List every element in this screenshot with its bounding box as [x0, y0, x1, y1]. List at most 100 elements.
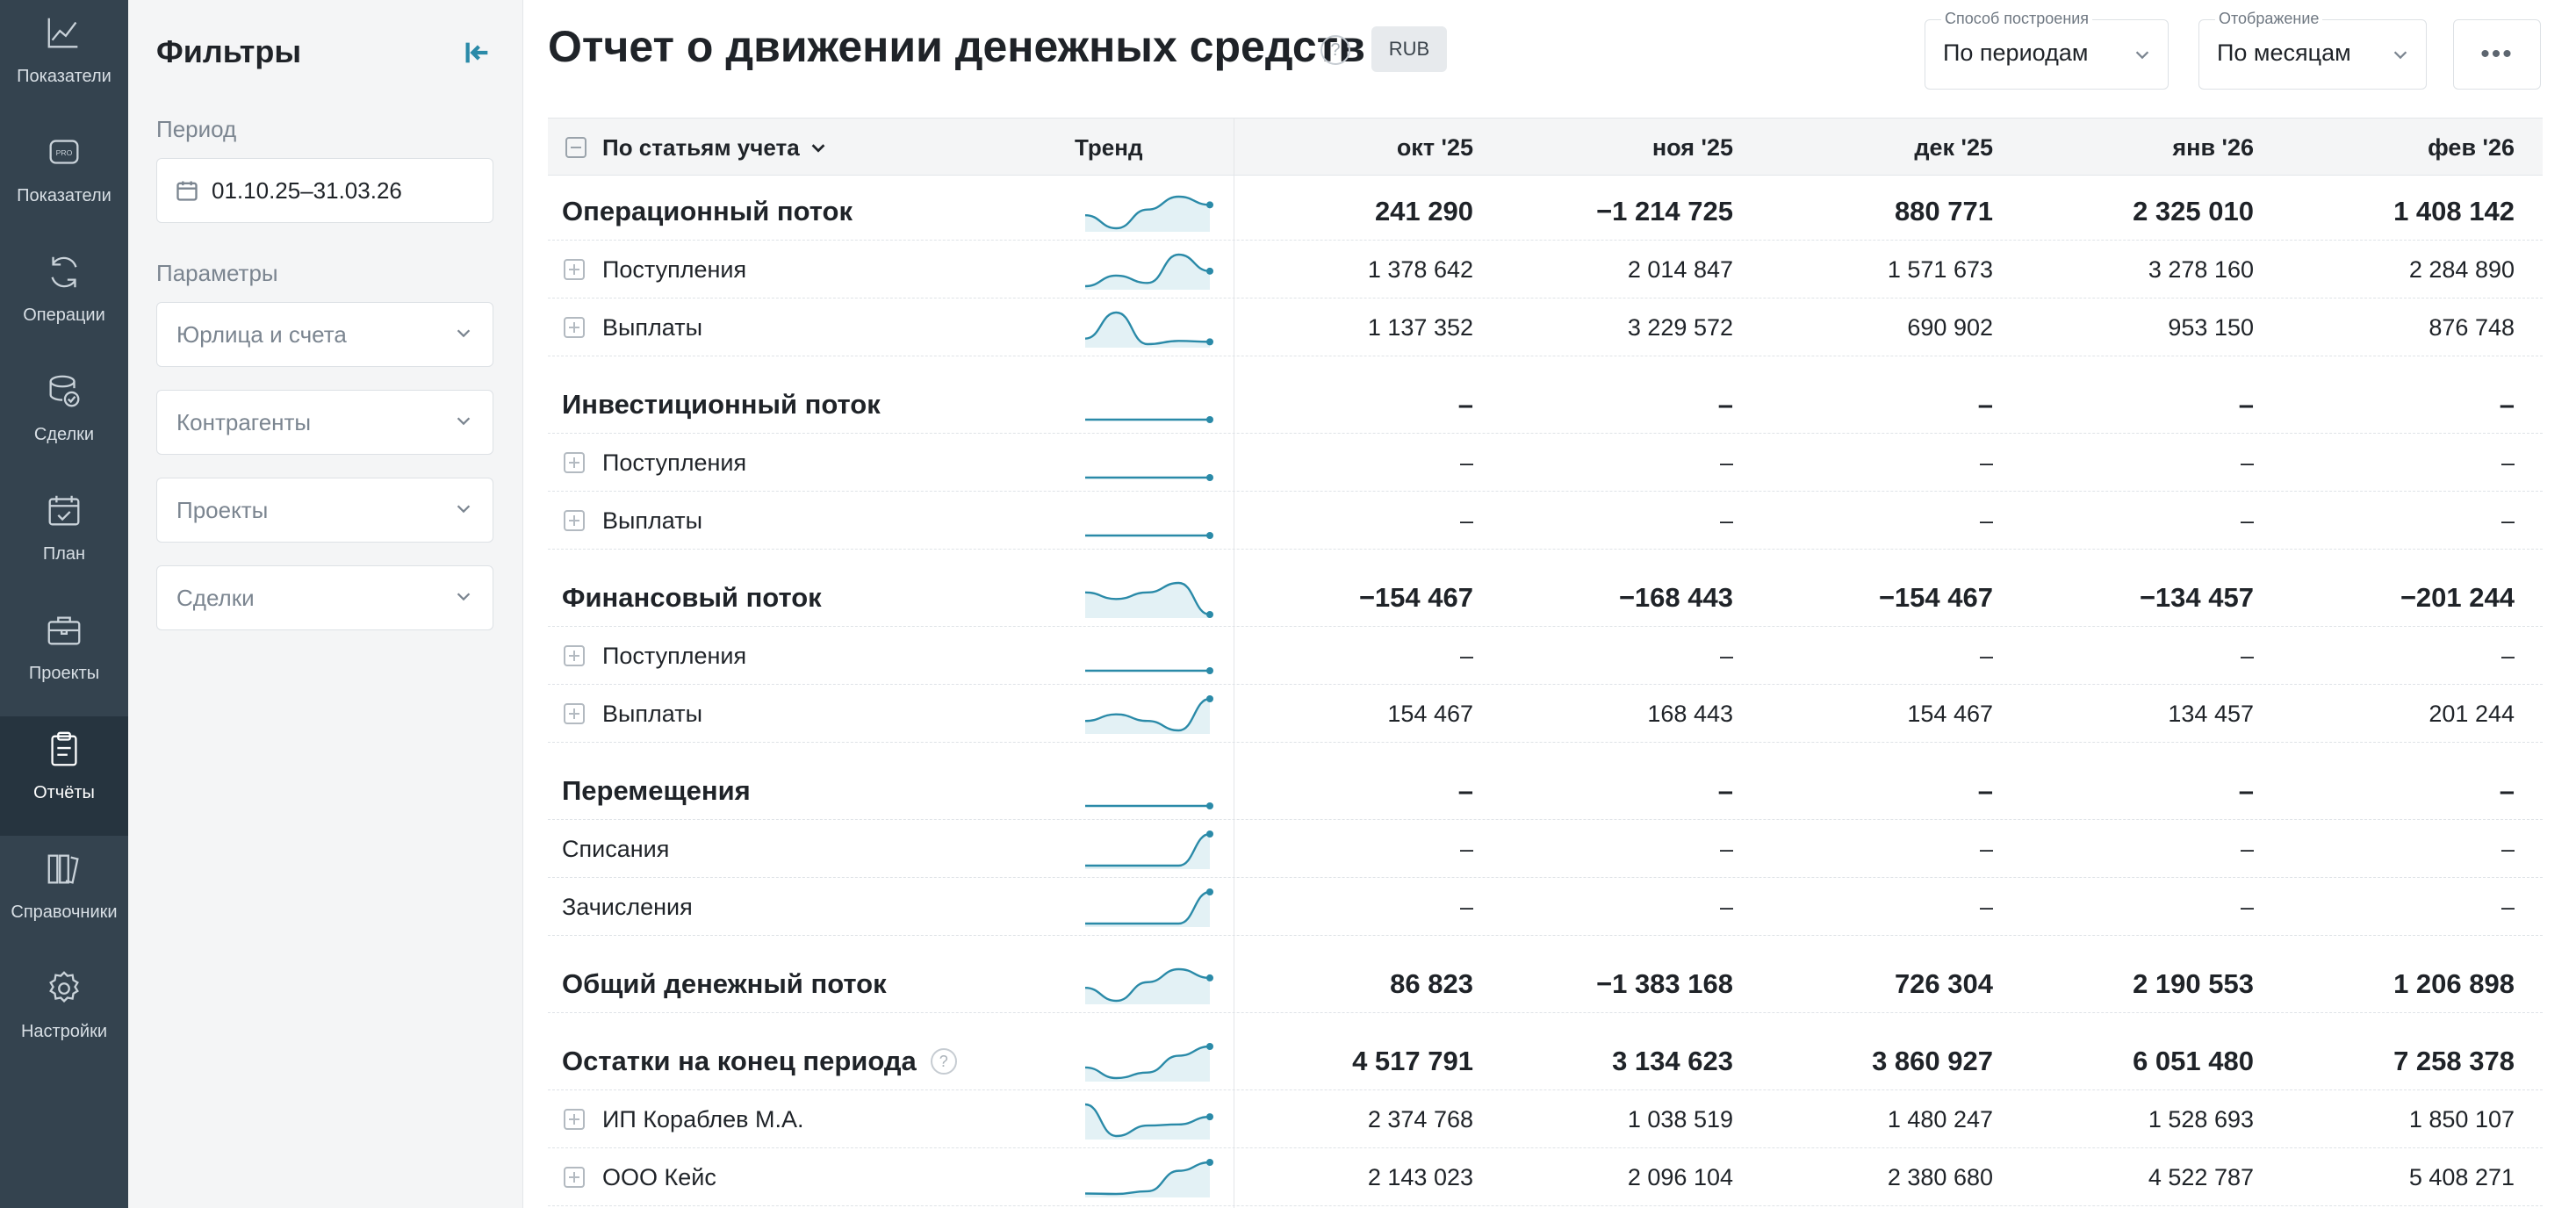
- table-row[interactable]: Выплаты 1 137 352 3 229 572 690 902 953 150 8…: [548, 298, 2543, 356]
- nav-item-2[interactable]: Операции: [0, 239, 128, 358]
- value-cell[interactable]: 3 860 927: [1872, 1046, 1993, 1076]
- table-row[interactable]: ООО Кейс 2 143 023 2 096 104 2 380 680 4 522…: [548, 1148, 2543, 1206]
- filter-select-3[interactable]: Сделки: [156, 565, 493, 630]
- value-cell[interactable]: 1 571 673: [1887, 255, 1993, 283]
- more-options-button[interactable]: •••: [2453, 19, 2541, 90]
- filter-select-2[interactable]: Проекты: [156, 478, 493, 543]
- articles-column-header[interactable]: По статьям учета: [565, 119, 828, 176]
- value-cell[interactable]: –: [1979, 642, 1993, 669]
- value-cell[interactable]: 2 014 847: [1627, 255, 1733, 283]
- value-cell[interactable]: –: [1719, 449, 1733, 476]
- value-cell[interactable]: 241 290: [1374, 196, 1473, 226]
- value-cell[interactable]: 86 823: [1390, 968, 1473, 999]
- table-row[interactable]: Поступления 1 378 642 2 014 847 1 571 673 3 …: [548, 241, 2543, 298]
- value-cell[interactable]: −1 214 725: [1595, 196, 1733, 226]
- value-cell[interactable]: −1 383 168: [1595, 968, 1733, 999]
- value-cell[interactable]: –: [1459, 835, 1473, 862]
- value-cell[interactable]: 3 229 572: [1627, 313, 1733, 341]
- month-column-header[interactable]: дек '25: [1914, 133, 1993, 161]
- month-column-header[interactable]: окт '25: [1396, 133, 1473, 161]
- value-cell[interactable]: 1 038 519: [1627, 1105, 1733, 1132]
- value-cell[interactable]: 5 408 271: [2408, 1163, 2515, 1190]
- expand-row-icon[interactable]: [564, 1109, 585, 1130]
- value-cell[interactable]: –: [2238, 389, 2254, 420]
- value-cell[interactable]: 726 304: [1894, 968, 1993, 999]
- value-cell[interactable]: –: [1457, 775, 1473, 806]
- table-row[interactable]: Перемещения – – – – –: [548, 762, 2543, 820]
- build-method-select[interactable]: Способ построения По периодам: [1925, 10, 2169, 90]
- value-cell[interactable]: –: [1979, 449, 1993, 476]
- value-cell[interactable]: 154 467: [1907, 700, 1993, 727]
- value-cell[interactable]: 2 143 023: [1367, 1163, 1473, 1190]
- nav-item-5[interactable]: Проекты: [0, 597, 128, 716]
- expand-row-icon[interactable]: [564, 510, 585, 531]
- value-cell[interactable]: −168 443: [1618, 582, 1733, 613]
- value-cell[interactable]: 1 137 352: [1367, 313, 1473, 341]
- month-column-header[interactable]: ноя '25: [1651, 133, 1733, 161]
- value-cell[interactable]: 1 850 107: [2408, 1105, 2515, 1132]
- value-cell[interactable]: –: [1719, 893, 1733, 920]
- value-cell[interactable]: –: [1457, 389, 1473, 420]
- value-cell[interactable]: 1 480 247: [1887, 1105, 1993, 1132]
- value-cell[interactable]: −154 467: [1878, 582, 1993, 613]
- nav-item-8[interactable]: Настройки: [0, 955, 128, 1075]
- value-cell[interactable]: 154 467: [1387, 700, 1473, 727]
- collapse-filters-button[interactable]: [460, 35, 495, 70]
- value-cell[interactable]: –: [2500, 642, 2515, 669]
- value-cell[interactable]: –: [1459, 449, 1473, 476]
- nav-item-3[interactable]: Сделки: [0, 358, 128, 478]
- table-row[interactable]: Списания – – – – –: [548, 820, 2543, 878]
- value-cell[interactable]: 3 134 623: [1612, 1046, 1733, 1076]
- value-cell[interactable]: 2 096 104: [1627, 1163, 1733, 1190]
- period-input[interactable]: 01.10.25–31.03.26: [156, 158, 493, 223]
- value-cell[interactable]: –: [2499, 389, 2515, 420]
- value-cell[interactable]: 2 284 890: [2408, 255, 2515, 283]
- value-cell[interactable]: −134 457: [2139, 582, 2254, 613]
- help-icon[interactable]: ?: [1320, 35, 1350, 65]
- value-cell[interactable]: 1 408 142: [2393, 196, 2515, 226]
- table-row[interactable]: Выплаты 154 467 168 443 154 467 134 457 201 2…: [548, 685, 2543, 743]
- value-cell[interactable]: 1 528 693: [2148, 1105, 2254, 1132]
- month-column-header[interactable]: фев '26: [2428, 133, 2515, 161]
- value-cell[interactable]: –: [2240, 642, 2254, 669]
- help-icon[interactable]: ?: [930, 1048, 957, 1075]
- filter-select-1[interactable]: Контрагенты: [156, 390, 493, 455]
- nav-item-1[interactable]: PRO Показатели: [0, 119, 128, 239]
- table-row[interactable]: ИП Кораблев М.А. 2 374 768 1 038 519 1 480 …: [548, 1090, 2543, 1148]
- nav-item-0[interactable]: Показатели: [0, 0, 128, 119]
- value-cell[interactable]: –: [1719, 507, 1733, 534]
- value-cell[interactable]: –: [2500, 893, 2515, 920]
- value-cell[interactable]: –: [2500, 449, 2515, 476]
- expand-row-icon[interactable]: [564, 645, 585, 666]
- value-cell[interactable]: –: [1719, 835, 1733, 862]
- value-cell[interactable]: 1 378 642: [1367, 255, 1473, 283]
- value-cell[interactable]: –: [2500, 507, 2515, 534]
- value-cell[interactable]: 690 902: [1907, 313, 1993, 341]
- value-cell[interactable]: 4 522 787: [2148, 1163, 2254, 1190]
- value-cell[interactable]: 1 206 898: [2393, 968, 2515, 999]
- display-select[interactable]: Отображение По месяцам: [2198, 10, 2427, 90]
- value-cell[interactable]: 2 380 680: [1887, 1163, 1993, 1190]
- value-cell[interactable]: 134 457: [2168, 700, 2254, 727]
- value-cell[interactable]: –: [1977, 389, 1993, 420]
- table-row[interactable]: Зачисления – – – – –: [548, 878, 2543, 936]
- expand-row-icon[interactable]: [564, 452, 585, 473]
- value-cell[interactable]: –: [2238, 775, 2254, 806]
- value-cell[interactable]: –: [2240, 449, 2254, 476]
- value-cell[interactable]: –: [1717, 775, 1733, 806]
- value-cell[interactable]: 7 258 378: [2393, 1046, 2515, 1076]
- value-cell[interactable]: –: [2240, 835, 2254, 862]
- table-row[interactable]: Общий денежный поток 86 823 −1 383 168 726 …: [548, 955, 2543, 1013]
- value-cell[interactable]: –: [1979, 893, 1993, 920]
- value-cell[interactable]: 168 443: [1647, 700, 1733, 727]
- nav-item-4[interactable]: План: [0, 478, 128, 597]
- expand-row-icon[interactable]: [564, 259, 585, 280]
- value-cell[interactable]: –: [1717, 389, 1733, 420]
- filter-select-0[interactable]: Юрлица и счета: [156, 302, 493, 367]
- value-cell[interactable]: –: [1977, 775, 1993, 806]
- value-cell[interactable]: –: [1459, 893, 1473, 920]
- value-cell[interactable]: –: [1719, 642, 1733, 669]
- table-row[interactable]: Выплаты – – – – –: [548, 492, 2543, 550]
- value-cell[interactable]: 201 244: [2428, 700, 2515, 727]
- value-cell[interactable]: −154 467: [1358, 582, 1473, 613]
